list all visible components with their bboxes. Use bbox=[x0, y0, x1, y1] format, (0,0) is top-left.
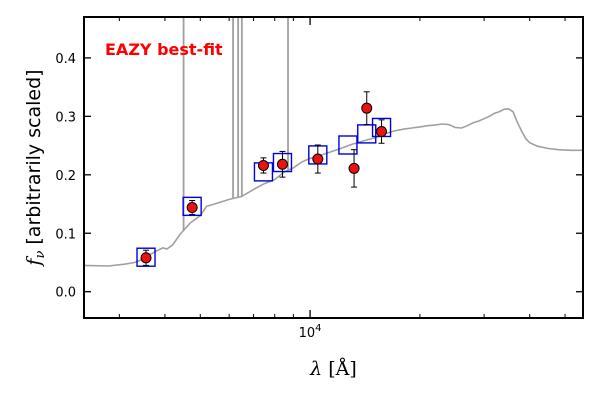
y-axis-label: fν [arbitrarily scaled] bbox=[23, 69, 48, 267]
observed-photometry-point bbox=[376, 126, 388, 138]
observed-photometry-point bbox=[348, 162, 360, 174]
model-photometry-square bbox=[182, 196, 202, 217]
model-photometry-square bbox=[136, 247, 156, 267]
observed-photometry-point bbox=[312, 153, 324, 165]
y-tick-label: 0.4 bbox=[55, 52, 76, 67]
x-axis-label: λ [Å] bbox=[309, 358, 357, 380]
observed-photometry-point bbox=[257, 159, 269, 171]
model-spectrum-line bbox=[84, 107, 583, 267]
observed-photometry-point bbox=[186, 202, 198, 214]
y-tick-label: 0.2 bbox=[55, 169, 76, 184]
fit-annotation: EAZY best-fit bbox=[105, 40, 223, 59]
observed-photometry-point bbox=[276, 158, 288, 170]
model-photometry-square bbox=[338, 135, 358, 155]
x-tick-label: 104 bbox=[299, 323, 322, 341]
axes-layer: 0.0 0.1 0.2 0.3 0.4 104 λ [Å] fν [arbitrarily s… bbox=[23, 16, 584, 380]
plot-frame bbox=[83, 16, 584, 319]
y-tick-label: 0.0 bbox=[55, 286, 76, 301]
y-tick-label: 0.1 bbox=[55, 227, 76, 242]
y-tick-label: 0.3 bbox=[55, 110, 76, 125]
plot-layer bbox=[84, 17, 583, 267]
observed-photometry-point bbox=[140, 252, 152, 264]
observed-photometry-point bbox=[361, 102, 373, 114]
